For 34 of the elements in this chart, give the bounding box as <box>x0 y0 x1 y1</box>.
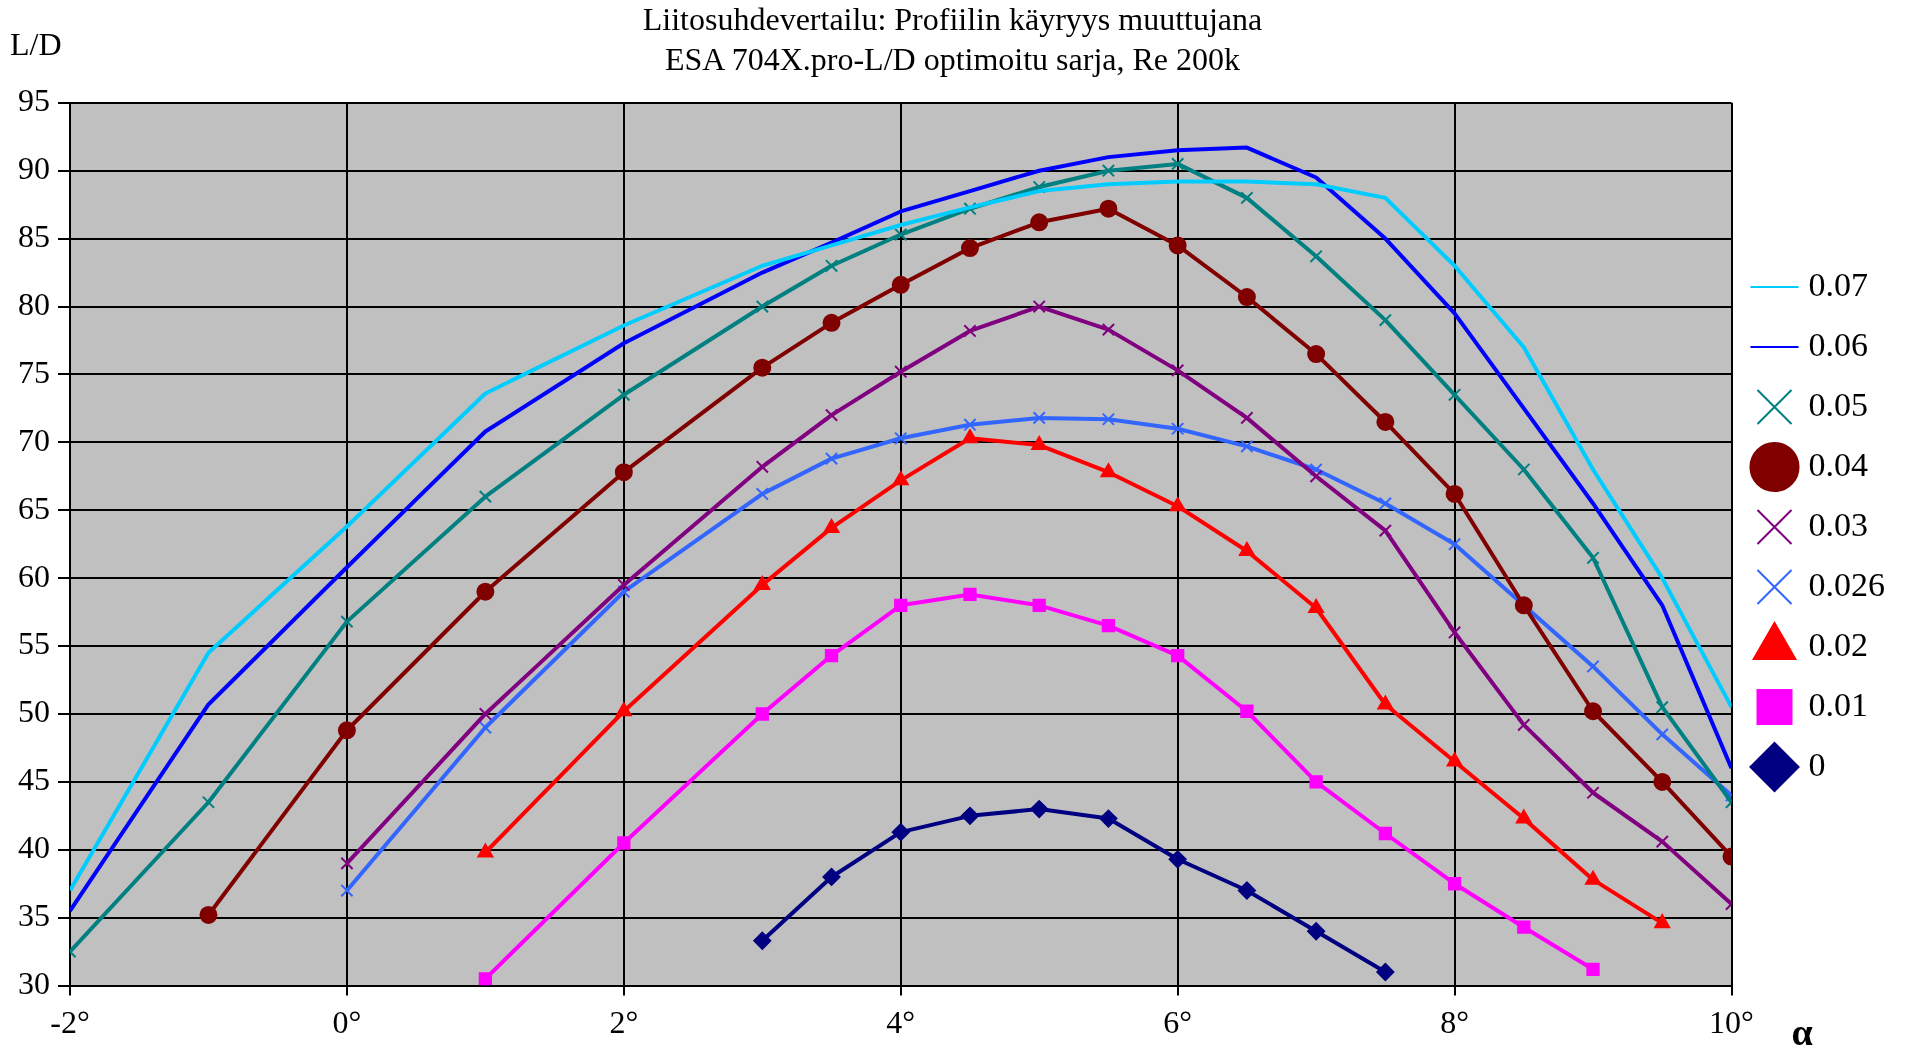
legend-label: 0.02 <box>1808 625 1868 663</box>
legend-label: 0.07 <box>1808 265 1868 303</box>
x-tick-label: -2° <box>50 1004 90 1041</box>
x-tick-label: 2° <box>609 1004 639 1041</box>
y-tick-label: 90 <box>18 150 50 187</box>
y-tick-label: 60 <box>18 557 50 594</box>
y-tick-label: 55 <box>18 625 50 662</box>
y-tick-label: 65 <box>18 489 50 526</box>
y-axis-title: L/D <box>10 26 62 63</box>
chart-title: Liitosuhdevertailu: Profiilin käyryys muuttujana <box>642 0 1263 37</box>
legend-label: 0.04 <box>1808 445 1868 483</box>
x-tick-label: 10° <box>1709 1004 1754 1041</box>
legend-label: 0 <box>1808 745 1826 783</box>
legend-label: 0.05 <box>1808 385 1868 423</box>
y-tick-label: 85 <box>18 218 50 255</box>
x-tick-label: 0° <box>332 1004 362 1041</box>
y-tick-label: 50 <box>18 693 50 730</box>
y-tick-label: 40 <box>18 829 50 866</box>
chart-subtitle: ESA 704X.pro-L/D optimoitu sarja, Re 200k <box>664 41 1241 78</box>
x-tick-label: 4° <box>886 1004 916 1041</box>
legend-label: 0.026 <box>1808 565 1885 603</box>
x-tick-label: 8° <box>1440 1004 1469 1041</box>
y-tick-label: 95 <box>18 82 50 119</box>
legend-label: 0.01 <box>1808 685 1868 723</box>
y-tick-label: 75 <box>18 353 50 390</box>
y-tick-label: 80 <box>18 285 50 322</box>
legend-label: 0.03 <box>1808 505 1868 543</box>
y-tick-label: 35 <box>18 897 50 934</box>
y-tick-label: 30 <box>18 965 50 1002</box>
y-tick-label: 70 <box>18 421 50 458</box>
x-axis-title: α <box>1791 1011 1813 1054</box>
y-tick-label: 45 <box>18 761 50 798</box>
legend-label: 0.06 <box>1808 325 1868 363</box>
x-tick-label: 6° <box>1163 1004 1193 1041</box>
